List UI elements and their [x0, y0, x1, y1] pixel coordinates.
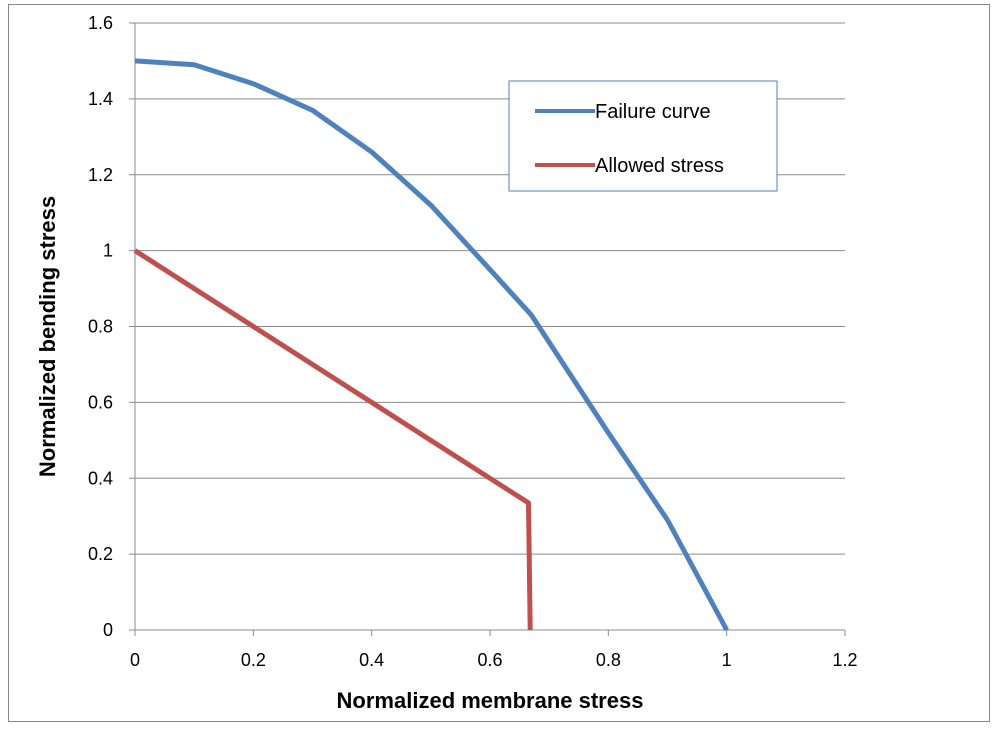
x-tick-label-5: 1	[722, 650, 732, 670]
x-tick-label-1: 0.2	[241, 650, 266, 670]
x-axis-title: Normalized membrane stress	[337, 688, 644, 713]
x-tick-label-2: 0.4	[359, 650, 384, 670]
legend-box	[508, 80, 778, 192]
x-tick-label-6: 1.2	[832, 650, 857, 670]
legend-label-failure-curve: Failure curve	[595, 101, 711, 123]
chart-frame: 0 0.2 0.4 0.6 0.8 1 1.2 0 0.2 0.4 0.6 0.8 1 1.2 1.4 1.…	[8, 4, 990, 722]
series-line-failure-curve	[134, 58, 729, 632]
line-chart: 0 0.2 0.4 0.6 0.8 1 1.2 0 0.2 0.4 0.6 0.8 1 1.2 1.4 1.…	[35, 13, 858, 713]
y-tick-label-3: 0.6	[88, 392, 113, 412]
y-axis-title: Normalized bending stress	[35, 196, 60, 477]
legend: Failure curve Allowed stress	[508, 80, 778, 192]
y-tick-label-6: 1.2	[88, 165, 113, 185]
y-tick-label-5: 1	[103, 241, 113, 261]
y-tick-label-7: 1.4	[88, 89, 113, 109]
y-tick-labels: 0 0.2 0.4 0.6 0.8 1 1.2 1.4 1.6	[88, 13, 113, 640]
series-lines	[133, 58, 729, 632]
x-tick-label-0: 0	[130, 650, 140, 670]
y-tick-label-0: 0	[103, 620, 113, 640]
x-tick-labels: 0 0.2 0.4 0.6 0.8 1 1.2	[130, 650, 858, 670]
series-line-allowed-stress	[133, 248, 533, 631]
x-tick-label-3: 0.6	[477, 650, 502, 670]
y-tick-label-8: 1.6	[88, 13, 113, 33]
legend-label-allowed-stress: Allowed stress	[595, 155, 724, 177]
x-tick-label-4: 0.8	[596, 650, 621, 670]
y-tick-label-4: 0.8	[88, 317, 113, 337]
y-tick-label-1: 0.2	[88, 544, 113, 564]
y-tick-label-2: 0.4	[88, 468, 113, 488]
